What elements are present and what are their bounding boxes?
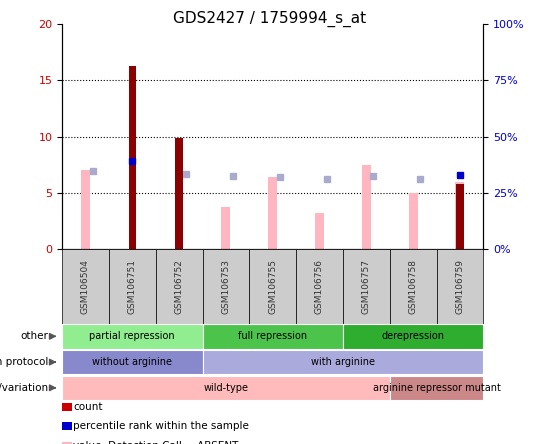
Text: wild-type: wild-type (204, 383, 248, 393)
Text: GSM106756: GSM106756 (315, 259, 324, 314)
Text: GSM106752: GSM106752 (174, 259, 184, 314)
Text: GDS2427 / 1759994_s_at: GDS2427 / 1759994_s_at (173, 11, 367, 27)
Text: genotype/variation: genotype/variation (0, 383, 49, 393)
Text: GSM106755: GSM106755 (268, 259, 277, 314)
Text: GSM106753: GSM106753 (221, 259, 231, 314)
Text: derepression: derepression (382, 331, 444, 341)
Text: GSM106759: GSM106759 (455, 259, 464, 314)
Text: GSM106751: GSM106751 (128, 259, 137, 314)
Text: partial repression: partial repression (90, 331, 175, 341)
Bar (456, 184, 463, 249)
Text: percentile rank within the sample: percentile rank within the sample (73, 421, 249, 431)
Bar (176, 138, 183, 249)
Text: full repression: full repression (238, 331, 307, 341)
Text: other: other (21, 331, 49, 341)
Bar (268, 177, 277, 249)
Text: arginine repressor mutant: arginine repressor mutant (373, 383, 501, 393)
Text: with arginine: with arginine (311, 357, 375, 367)
Text: GSM106504: GSM106504 (81, 259, 90, 314)
Text: growth protocol: growth protocol (0, 357, 49, 367)
Text: GSM106758: GSM106758 (409, 259, 417, 314)
Bar (455, 182, 464, 249)
Text: without arginine: without arginine (92, 357, 172, 367)
Text: GSM106757: GSM106757 (362, 259, 371, 314)
Text: value, Detection Call = ABSENT: value, Detection Call = ABSENT (73, 441, 238, 444)
Bar (221, 207, 231, 249)
Text: count: count (73, 402, 103, 412)
Bar (409, 193, 417, 249)
Bar (81, 170, 90, 249)
Bar (129, 66, 136, 249)
Bar (362, 165, 371, 249)
Bar (315, 213, 324, 249)
